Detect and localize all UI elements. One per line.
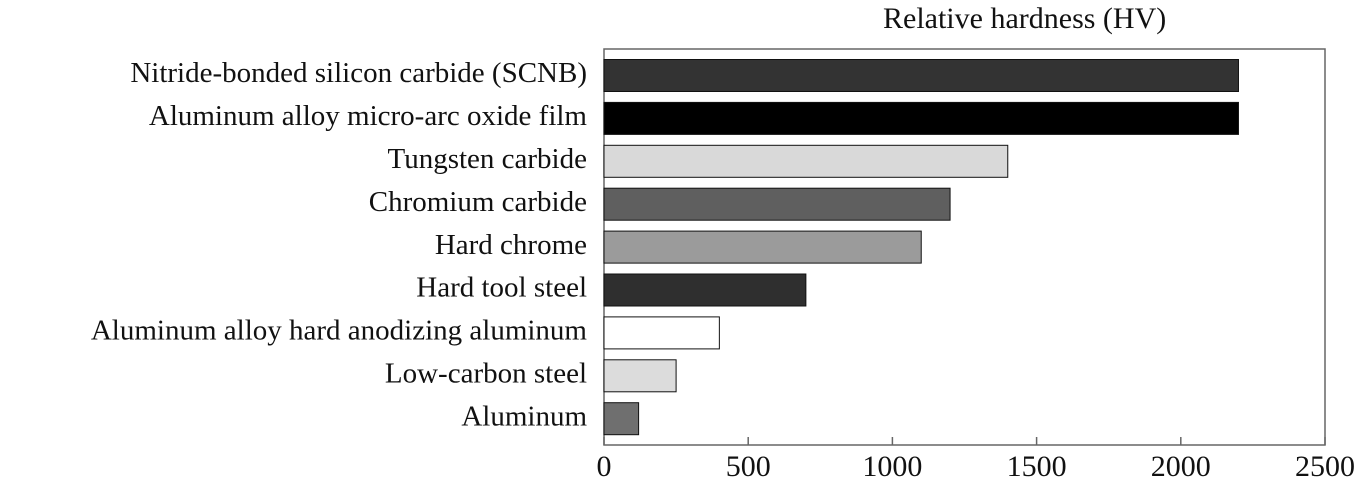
category-label-2: Aluminum alloy micro-arc oxide film bbox=[149, 100, 588, 132]
category-label-6: Hard tool steel bbox=[416, 272, 587, 304]
x-tick-label-4: 1500 bbox=[1007, 450, 1067, 483]
category-label-7: Aluminum alloy hard anodizing aluminum bbox=[91, 315, 588, 347]
category-labels: Nitride-bonded silicon carbide (SCNB) Alu… bbox=[91, 57, 588, 432]
bar-6 bbox=[603, 273, 807, 307]
bar-1 bbox=[603, 59, 1239, 92]
category-label-8: Low-carbon steel bbox=[385, 357, 587, 389]
category-label-9: Aluminum bbox=[461, 400, 587, 432]
category-label-4: Chromium carbide bbox=[369, 186, 587, 218]
x-tick-label-6: 2500 bbox=[1295, 450, 1355, 483]
x-tick-label-2: 500 bbox=[726, 450, 771, 483]
bar-5 bbox=[603, 230, 922, 264]
chart-title: Relative hardness (HV) bbox=[883, 2, 1167, 35]
x-axis-ticks: 0 500 1000 1500 2000 2500 bbox=[597, 437, 1355, 483]
bar-2 bbox=[603, 101, 1239, 135]
bar-4 bbox=[603, 187, 951, 221]
bar-7 bbox=[603, 316, 720, 350]
bar-9 bbox=[603, 402, 640, 436]
x-tick-label-3: 1000 bbox=[862, 450, 922, 483]
category-label-1: Nitride-bonded silicon carbide (SCNB) bbox=[130, 57, 587, 89]
bar-3 bbox=[603, 144, 1009, 178]
bars-layer bbox=[603, 59, 1239, 436]
bar-8 bbox=[603, 359, 677, 393]
category-label-3: Tungsten carbide bbox=[388, 143, 588, 175]
x-tick-label-1: 0 bbox=[597, 450, 612, 483]
category-label-5: Hard chrome bbox=[435, 229, 587, 261]
x-tick-label-5: 2000 bbox=[1151, 450, 1211, 483]
